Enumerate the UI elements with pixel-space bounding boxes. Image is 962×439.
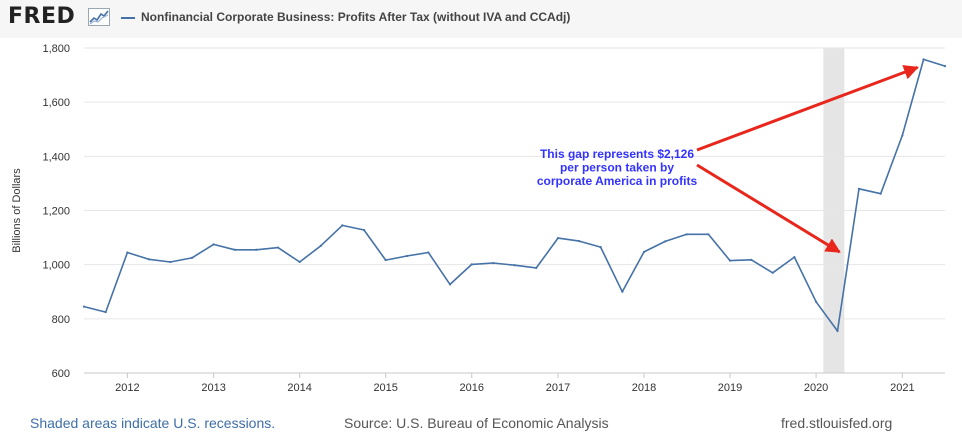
data-point: [233, 248, 236, 251]
legend-swatch: [121, 17, 135, 19]
y-tick-label: 800: [52, 314, 70, 326]
data-point: [535, 266, 538, 270]
series-line: [83, 58, 946, 332]
y-tick-label: 1,200: [42, 206, 70, 218]
data-point: [470, 263, 473, 266]
data-point: [771, 271, 774, 274]
line-chart: 600 800 1,000 1,200 1,400 1,600 1,800 2012 2013…: [11, 43, 947, 394]
y-tick-label: 600: [52, 368, 70, 380]
x-tick-label: 2019: [718, 382, 742, 394]
data-point: [664, 240, 667, 243]
x-tick-label: 2012: [115, 382, 139, 394]
data-point: [384, 258, 387, 262]
data-point: [362, 228, 366, 232]
data-point: [621, 290, 624, 293]
data-point: [814, 300, 818, 303]
data-point: [147, 258, 150, 261]
x-tick-label: 2018: [632, 382, 656, 394]
data-point: [943, 65, 947, 68]
chart-header: FRED Nonfinancial Corporate Business: Pr…: [0, 0, 962, 38]
data-point: [685, 233, 688, 236]
site-link[interactable]: fred.stlouisfed.org: [781, 415, 893, 431]
fred-logo[interactable]: FRED: [8, 4, 76, 29]
data-point: [190, 256, 194, 259]
data-point: [578, 240, 581, 243]
data-point: [556, 237, 560, 240]
x-tick-label: 2014: [287, 382, 311, 394]
x-tick-label: 2020: [804, 382, 828, 394]
x-tick-label: 2017: [546, 382, 570, 394]
data-point: [707, 233, 710, 236]
data-point: [513, 264, 516, 267]
annotation-text-line: per person taken by: [560, 161, 674, 175]
data-point: [857, 187, 861, 190]
annotation-text-line: This gap represents $2,126: [540, 147, 694, 161]
data-point: [126, 251, 129, 254]
y-tick-label: 1,400: [42, 151, 70, 163]
data-point: [255, 248, 258, 251]
chart-line-icon: [88, 8, 110, 26]
data-point: [448, 283, 452, 286]
data-point: [599, 245, 602, 249]
data-point: [405, 254, 409, 258]
data-point: [922, 58, 925, 61]
y-tick-label: 1,000: [42, 260, 70, 272]
data-point: [212, 243, 215, 246]
data-point: [276, 246, 280, 249]
data-point: [836, 329, 839, 333]
data-point: [341, 224, 344, 227]
data-point: [427, 251, 430, 254]
arrow-to-peak: [696, 65, 919, 152]
data-point: [901, 134, 904, 137]
data-point: [793, 255, 796, 259]
data-point: [319, 244, 322, 247]
data-point: [492, 261, 495, 265]
source-text: Source: U.S. Bureau of Economic Analysis: [344, 415, 609, 431]
data-point: [298, 260, 301, 264]
data-point: [82, 305, 86, 308]
recession-note-link[interactable]: Shaded areas indicate U.S. recessions.: [30, 415, 276, 431]
x-tick-label: 2013: [201, 382, 225, 394]
x-tick-label: 2021: [890, 382, 914, 394]
data-point: [104, 310, 107, 314]
data-point: [879, 192, 882, 195]
x-tick-label: 2016: [459, 382, 483, 394]
data-point: [642, 250, 646, 254]
x-tick-label: 2015: [373, 382, 397, 394]
data-point: [169, 260, 172, 264]
data-point: [728, 259, 732, 262]
data-point: [750, 258, 753, 261]
y-axis-label: Billions of Dollars: [11, 168, 23, 253]
series-title: Nonfinancial Corporate Business: Profits…: [141, 10, 571, 24]
annotation-text-line: corporate America in profits: [537, 174, 698, 188]
y-tick-label: 1,600: [42, 97, 70, 109]
y-tick-label: 1,800: [42, 43, 70, 55]
arrow-to-trough: [696, 163, 841, 254]
